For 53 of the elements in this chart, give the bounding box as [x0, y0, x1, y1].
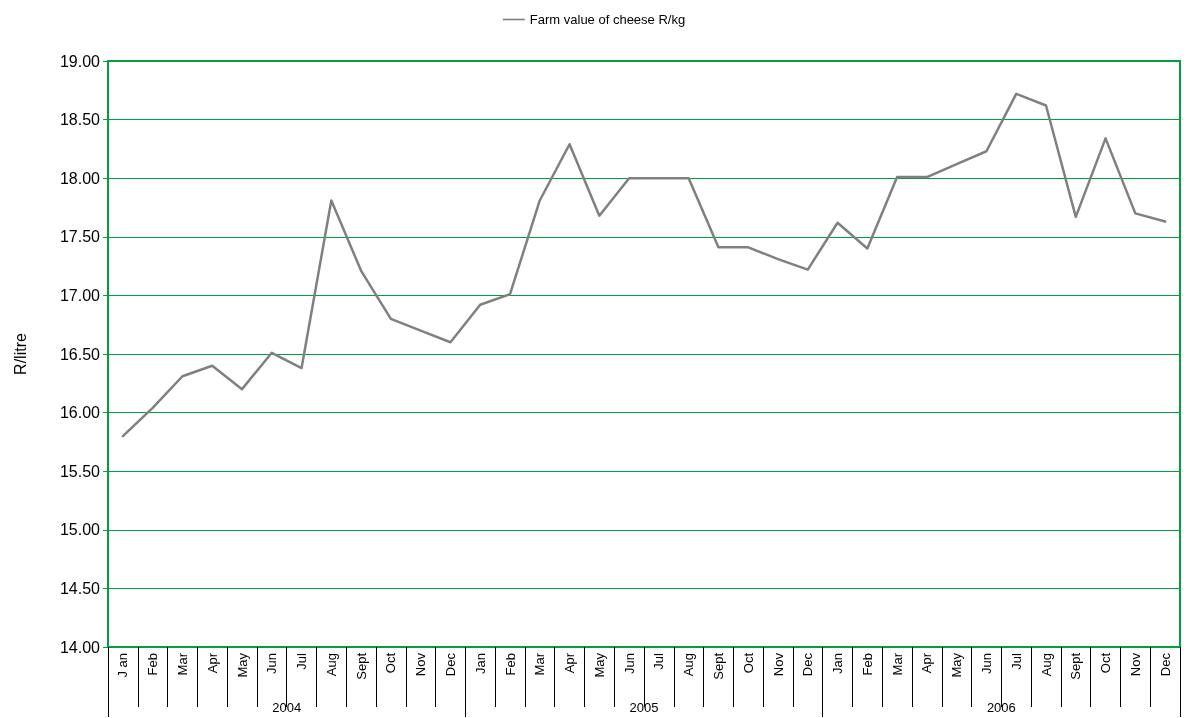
x-tick-label: Mar	[174, 652, 190, 676]
text: 2006	[986, 700, 1016, 715]
x-tick-label: Mar	[532, 652, 548, 676]
x-tick-label: Jan	[830, 653, 846, 674]
y-tick-label: 18.50	[59, 111, 101, 129]
y-tick-label: 14.00	[59, 638, 101, 656]
y-tick-label: 16.50	[59, 345, 101, 363]
x-tick-label: Nov	[413, 652, 429, 677]
x-tick-label: Feb	[502, 653, 518, 676]
y-axis-title: R/litre	[11, 333, 29, 375]
y-tick-label: 17.50	[59, 228, 101, 246]
x-tick-label: Aug	[323, 653, 339, 677]
x-tick-label: Sept	[353, 652, 369, 680]
x-tick-label: Nov	[770, 652, 786, 677]
x-tick-label: Sept	[1068, 652, 1084, 680]
x-tick-label: Dec	[1157, 652, 1173, 677]
text: 2004	[272, 700, 302, 715]
x-tick-label: Apr	[919, 652, 935, 674]
x-tick-label: Jul	[1008, 652, 1024, 670]
x-tick-label: Jan	[472, 653, 488, 674]
y-tick-label: 15.50	[59, 462, 101, 480]
x-tick-label: Apr	[204, 652, 220, 674]
x-tick-label: Dec	[442, 652, 458, 677]
line-series	[121, 92, 1167, 438]
x-tick-label: Nov	[1127, 652, 1143, 677]
x-tick-label: Feb	[859, 653, 875, 676]
x-tick-label: Oct	[740, 652, 756, 674]
x-tick-label: Mar	[889, 652, 905, 676]
y-tick-label: 17.00	[59, 286, 101, 304]
legend-label: Farm value of cheese R/kg	[529, 12, 686, 27]
x-tick-label: Sept	[710, 652, 726, 680]
y-tick-label: 19.00	[59, 52, 101, 70]
x-tick-label: Jun	[978, 653, 994, 674]
x-tick-label: May	[949, 652, 965, 678]
x-tick-label: Jun	[264, 653, 280, 674]
x-tick-label: J an	[115, 653, 131, 678]
x-tick-label: Feb	[145, 653, 161, 676]
y-tick-label: 18.00	[59, 169, 101, 187]
x-tick-label: Dec	[800, 652, 816, 677]
x-tick-label: Oct	[1098, 652, 1114, 674]
text: 2005	[629, 700, 659, 715]
x-tick-label: May	[591, 652, 607, 678]
y-tick-label: 14.50	[59, 579, 101, 597]
x-tick-label: Aug	[681, 653, 697, 677]
x-tick-label: Jul	[651, 652, 667, 670]
x-tick-label: Aug	[1038, 653, 1054, 677]
x-tick-label: Jun	[621, 653, 637, 674]
y-tick-label: 15.00	[59, 521, 101, 539]
x-tick-label: Oct	[383, 652, 399, 674]
y-tick-label: 16.00	[59, 404, 101, 422]
x-tick-label: May	[234, 652, 250, 678]
x-tick-label: Apr	[562, 652, 578, 674]
x-tick-label: Jul	[294, 652, 310, 670]
